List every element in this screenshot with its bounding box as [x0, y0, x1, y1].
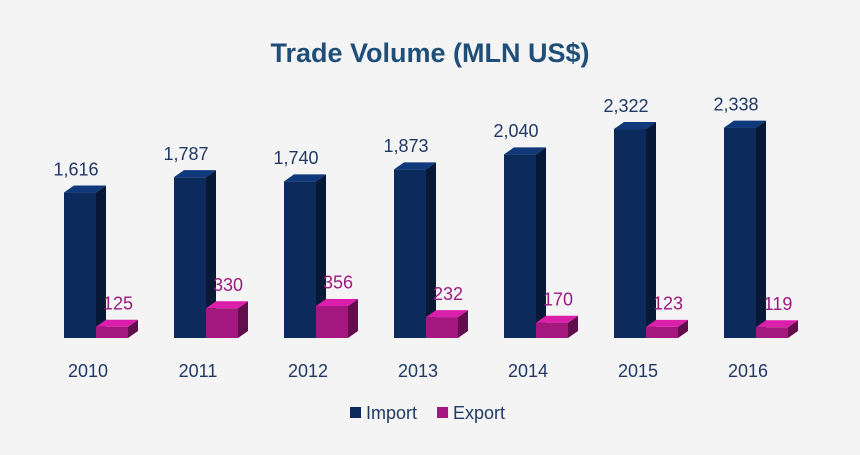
bar-top	[724, 120, 766, 128]
x-tick-label: 2016	[728, 361, 768, 381]
bar	[64, 192, 96, 338]
bar-top	[426, 310, 468, 318]
data-label: 1,740	[273, 148, 318, 168]
bar-top	[394, 162, 436, 170]
bar-side	[678, 319, 688, 338]
bar	[426, 317, 458, 338]
data-label: 356	[323, 273, 353, 293]
bar-side	[96, 185, 106, 338]
bar	[174, 177, 206, 338]
chart-title: Trade Volume (MLN US$)	[270, 38, 589, 68]
bar-top	[284, 174, 326, 182]
bar-side	[426, 162, 436, 338]
bar-side	[756, 120, 766, 338]
bar-top	[316, 298, 358, 306]
data-label: 232	[433, 284, 463, 304]
bar-top	[96, 319, 138, 327]
bar-top	[174, 170, 216, 178]
bar-top	[64, 185, 106, 193]
bar	[394, 169, 426, 338]
data-label: 330	[213, 275, 243, 295]
x-tick-label: 2010	[68, 361, 108, 381]
bar	[536, 322, 568, 338]
bar	[504, 154, 536, 338]
bar-side	[128, 319, 138, 338]
data-label: 119	[764, 294, 793, 314]
data-label: 2,338	[713, 94, 758, 114]
bar-top	[206, 301, 248, 309]
x-tick-label: 2014	[508, 361, 548, 381]
legend-swatch	[350, 407, 361, 418]
bar-side	[788, 320, 798, 338]
bar-top	[504, 147, 546, 155]
bar-side	[568, 315, 578, 338]
legend-label: Import	[366, 403, 417, 423]
bar	[756, 327, 788, 338]
data-label: 1,616	[53, 159, 98, 179]
bar-top	[756, 320, 798, 328]
legend-swatch	[437, 407, 449, 418]
bar-top	[536, 315, 578, 323]
data-label: 2,322	[603, 96, 648, 116]
bar	[646, 326, 678, 338]
legend-label: Export	[453, 403, 505, 423]
bar-side	[536, 147, 546, 338]
bar-side	[646, 122, 656, 339]
x-tick-label: 2011	[179, 361, 218, 381]
x-tick-label: 2015	[618, 361, 658, 381]
data-label: 2,040	[493, 121, 538, 141]
bar	[614, 129, 646, 338]
bar	[724, 127, 756, 338]
data-label: 125	[103, 294, 133, 314]
bar	[316, 305, 348, 338]
x-tick-label: 2013	[398, 361, 438, 381]
bar-side	[458, 310, 468, 338]
bar-top	[646, 319, 688, 327]
bar-side	[238, 301, 248, 338]
bar-top	[614, 122, 656, 130]
bar	[96, 326, 128, 338]
bar	[206, 308, 238, 338]
x-tick-label: 2012	[288, 361, 328, 381]
data-label: 123	[653, 294, 683, 314]
bar-side	[316, 174, 326, 338]
data-label: 170	[543, 289, 573, 309]
data-label: 1,787	[163, 144, 208, 164]
data-label: 1,873	[383, 136, 428, 156]
bar-side	[206, 170, 216, 338]
bar-side	[348, 298, 358, 338]
bar	[284, 181, 316, 338]
